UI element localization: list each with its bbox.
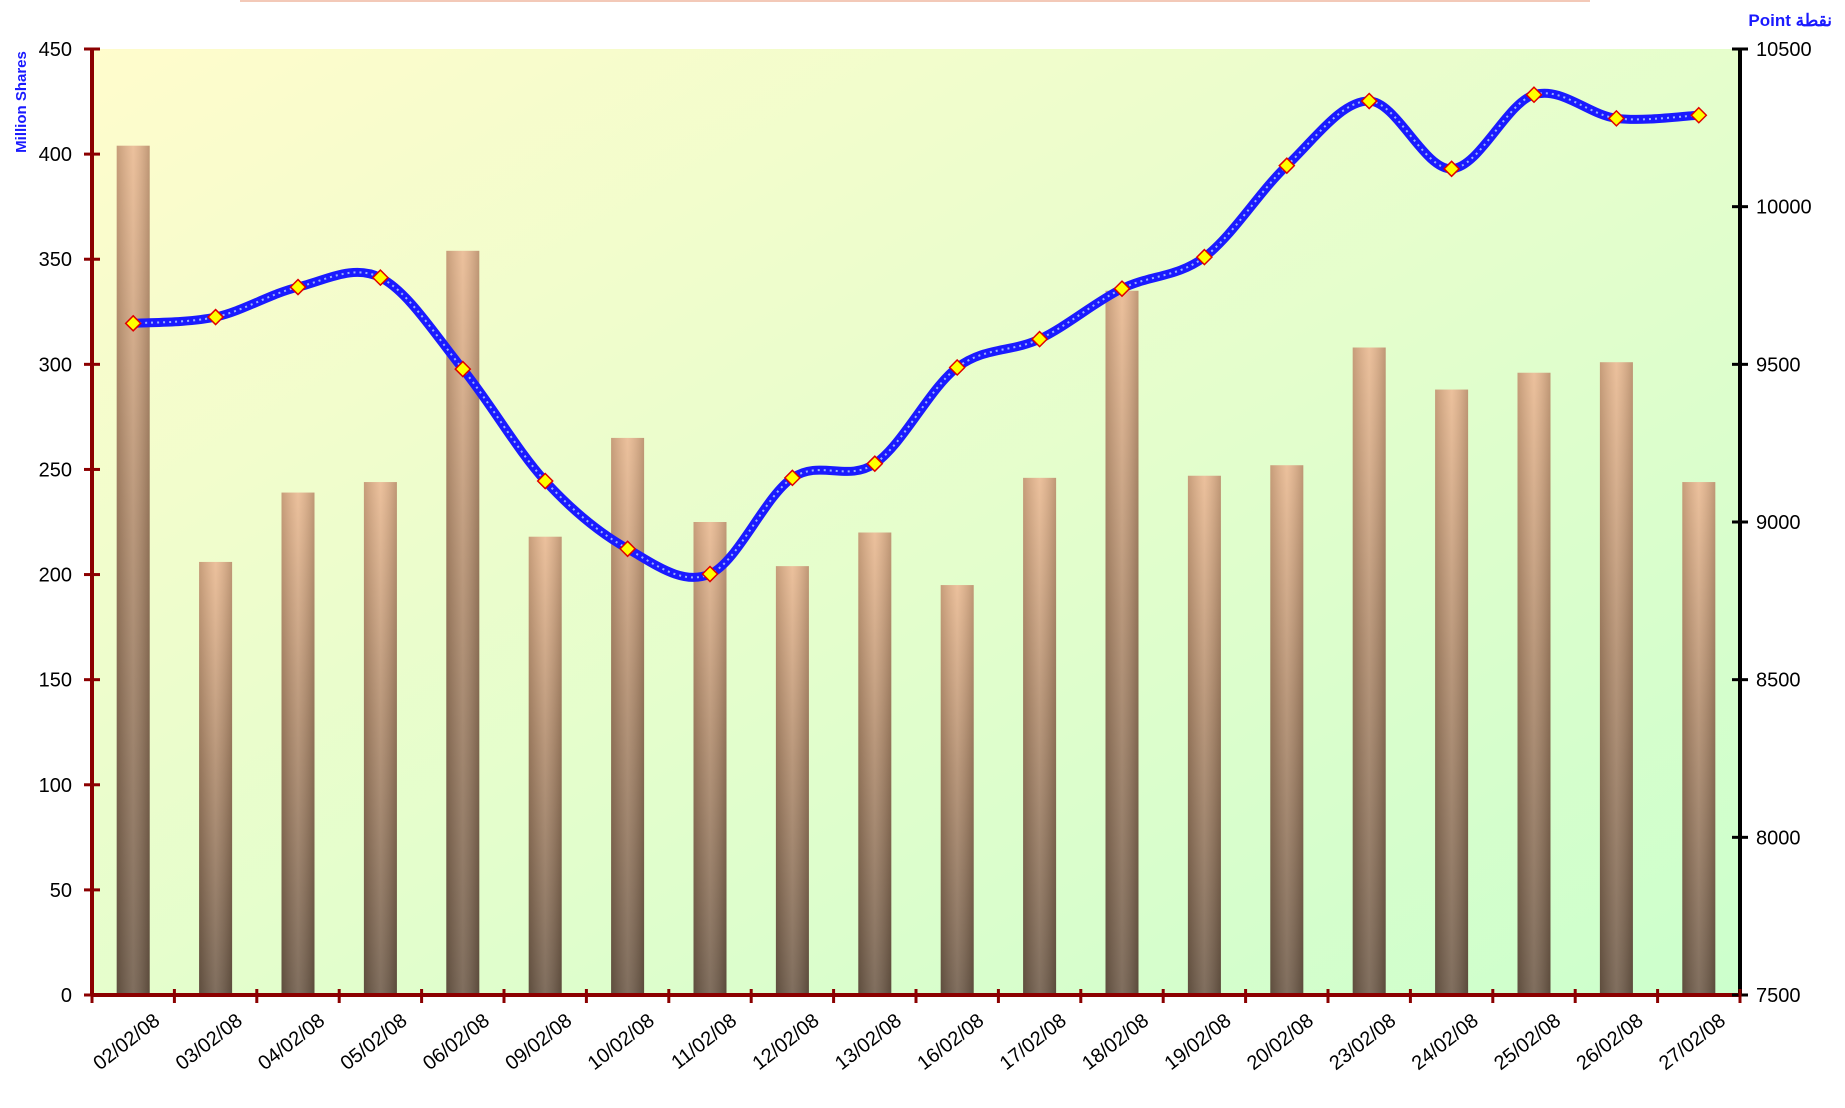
bar-shade [199,561,233,995]
right-tick-label: 10000 [1756,197,1812,219]
right-tick-label: 8500 [1756,670,1801,692]
line-series [124,86,1708,583]
bar-shade [281,492,315,995]
x-tick-label: 12/02/08 [749,1010,824,1075]
bar-shade [940,585,974,995]
x-tick-label: 26/02/08 [1573,1010,1648,1075]
x-tick-label: 06/02/08 [419,1010,494,1075]
x-axis-ticks: 02/02/08 03/02/08 04/02/08 05/02/08 06/02/08… [89,989,1742,1075]
x-tick-label: 19/02/08 [1161,1010,1236,1075]
bar-shade [775,566,809,995]
line-marker [289,278,307,296]
line-marker [454,360,472,378]
line-marker [1525,86,1543,104]
left-axis-ticks: 0 50 100 150 200 250 300 350 400 450 [39,39,100,1007]
line-marker [1031,330,1049,348]
line-marker [1278,157,1296,175]
line-marker [1607,109,1625,127]
left-tick-label: 400 [39,144,72,166]
x-tick-label: 11/02/08 [667,1010,741,1074]
bar-shade [1187,475,1221,995]
x-tick-label: 16/02/08 [913,1010,988,1075]
bar-shade [693,522,727,995]
line-marker [207,308,225,326]
left-tick-label: 350 [39,249,72,271]
left-tick-label: 200 [39,565,72,587]
bar-shade [611,437,645,995]
bar-shade [1023,477,1057,995]
bar-shade [1435,389,1469,995]
line-marker [866,455,884,473]
left-tick-label: 0 [61,985,72,1007]
line-marker [1195,248,1213,266]
line-marker [1113,280,1131,298]
left-axis-title: Million Shares [13,51,30,153]
line-marker [536,472,554,490]
line-marker [1690,106,1708,124]
line-marker [948,358,966,377]
x-tick-label: 03/02/08 [172,1010,247,1075]
x-tick-label: 17/02/08 [996,1010,1071,1075]
x-tick-label: 10/02/08 [584,1010,659,1075]
bar-shade [1682,482,1716,996]
bar-shade [116,145,150,996]
left-tick-label: 50 [50,880,72,902]
x-tick-label: 23/02/08 [1325,1010,1400,1075]
bar-shade [1105,290,1139,995]
plot-area [92,49,1740,995]
x-tick-label: 25/02/08 [1490,1010,1565,1075]
right-axis-title: Point نقطة [1748,11,1832,30]
right-tick-label: 7500 [1756,985,1801,1007]
right-tick-label: 9000 [1756,512,1801,534]
left-tick-label: 250 [39,459,72,481]
x-tick-label: 27/02/08 [1655,1010,1730,1075]
bar-shade [1270,465,1304,995]
x-tick-label: 05/02/08 [337,1010,412,1075]
bar-shade [528,536,562,995]
right-axis-ticks: 7500 8000 8500 9000 9500 10000 10500 [1732,39,1812,1007]
top-decoration-line [240,0,1590,2]
line-marker [619,540,637,558]
left-tick-label: 450 [39,39,72,61]
line-marker [1443,160,1461,178]
line-marker [701,565,719,583]
x-tick-label: 02/02/08 [89,1010,164,1075]
right-tick-label: 9500 [1756,354,1801,376]
index-line-highlight [133,92,1699,579]
x-tick-label: 09/02/08 [501,1010,576,1075]
left-tick-label: 300 [39,354,72,376]
bar-shade [1599,362,1633,996]
bar-shade [1517,372,1551,996]
bar-series [116,145,1716,996]
left-tick-label: 150 [39,670,72,692]
line-marker [1360,92,1378,110]
bar-shade [858,532,892,995]
x-tick-label: 18/02/08 [1078,1010,1153,1075]
x-tick-label: 24/02/08 [1408,1010,1483,1075]
line-marker [124,314,142,332]
line-marker [783,469,801,487]
right-tick-label: 10500 [1756,39,1812,61]
x-tick-label: 20/02/08 [1243,1010,1318,1075]
bar-shade [1352,347,1386,995]
x-tick-label: 04/02/08 [254,1010,329,1075]
line-marker [371,269,389,287]
x-tick-label: 13/02/08 [831,1010,906,1075]
right-tick-label: 8000 [1756,827,1801,849]
left-tick-label: 100 [39,775,72,797]
bar-shade [363,482,397,996]
